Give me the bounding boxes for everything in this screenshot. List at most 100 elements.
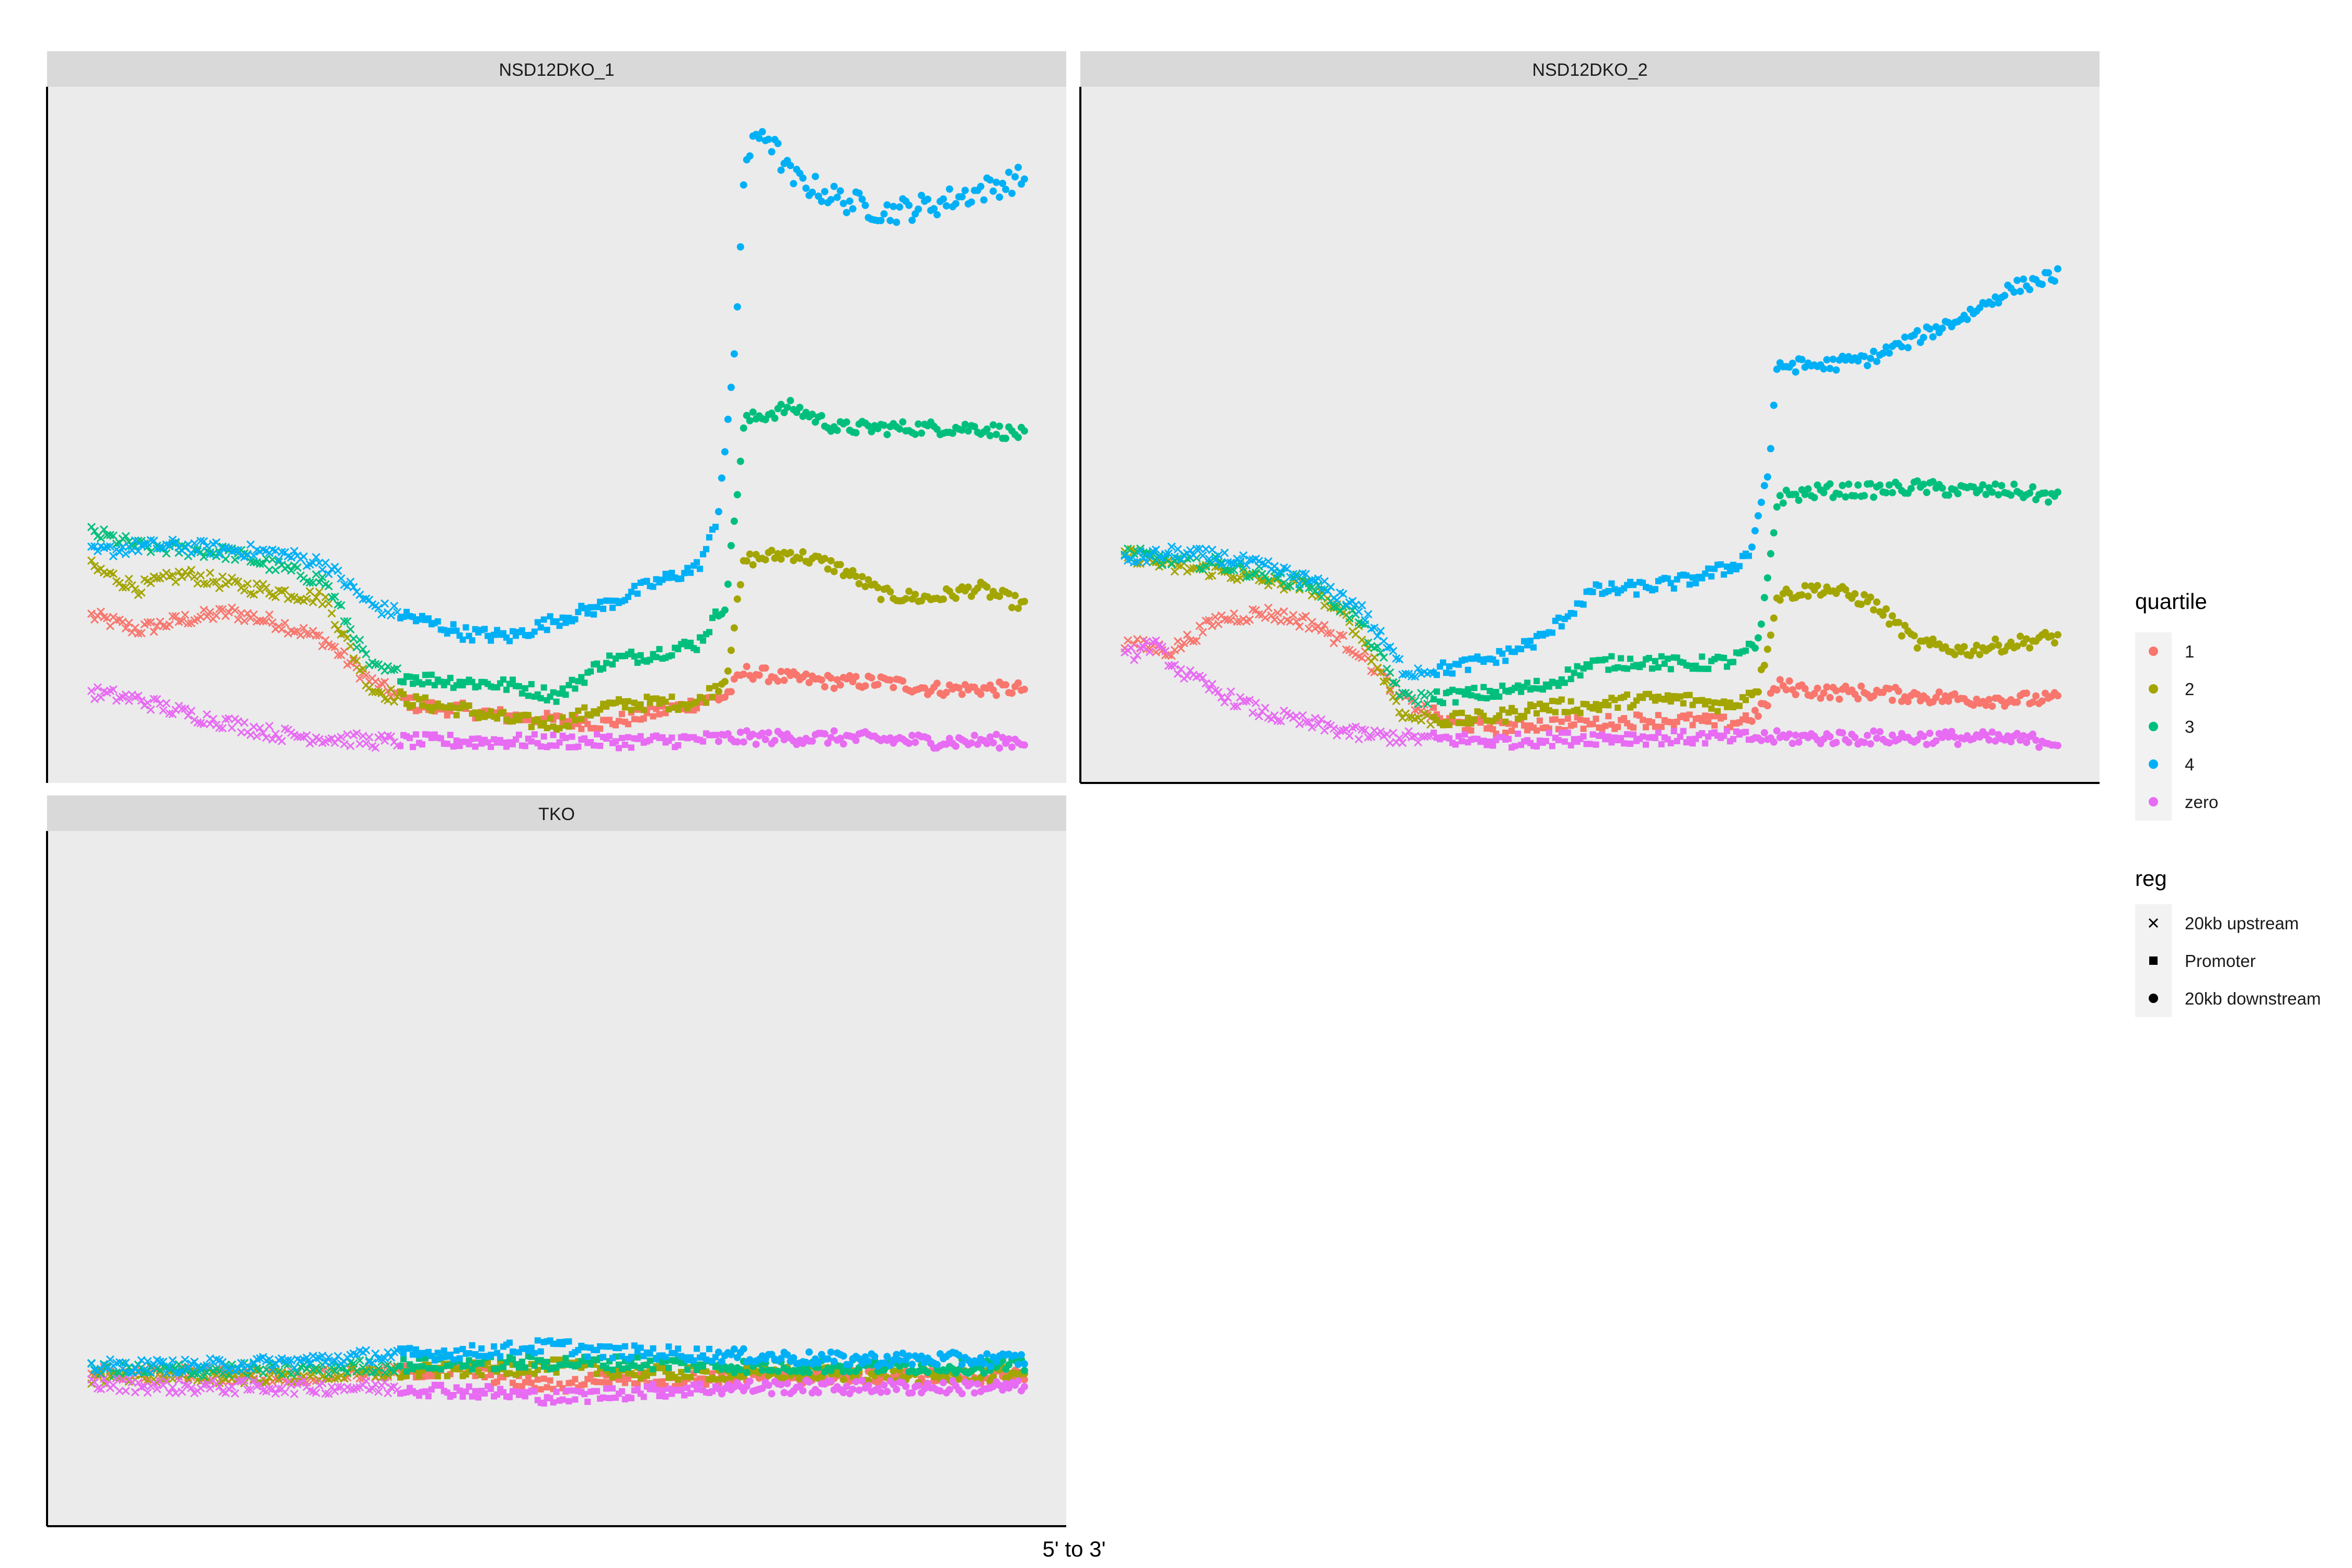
data-point <box>124 1377 133 1386</box>
data-point <box>587 1361 594 1368</box>
data-point <box>1593 741 1599 748</box>
data-point <box>733 738 741 746</box>
data-point <box>481 1390 488 1397</box>
data-point <box>656 711 663 718</box>
data-point <box>846 197 854 205</box>
data-point <box>1748 717 1756 725</box>
legend-quartile-item-3: 3 <box>2135 708 2194 745</box>
data-point <box>1820 689 1828 697</box>
data-point <box>886 216 894 224</box>
data-point <box>581 679 588 686</box>
data-point <box>597 742 604 749</box>
data-point <box>1667 698 1674 705</box>
legend-quartile-label: 2 <box>2185 679 2194 699</box>
data-point <box>703 1356 710 1363</box>
data-point <box>1461 691 1468 698</box>
data-point <box>1839 481 1847 489</box>
data-point <box>193 579 202 588</box>
data-point <box>1170 661 1179 670</box>
data-point <box>743 727 751 735</box>
data-point <box>618 1388 625 1394</box>
data-point <box>1929 635 1937 643</box>
data-point <box>1770 738 1778 746</box>
data-point <box>1345 617 1354 626</box>
data-point <box>249 558 258 567</box>
data-point <box>814 1389 822 1397</box>
data-point <box>1994 641 2002 649</box>
data-point <box>827 734 835 742</box>
data-point <box>1217 693 1226 702</box>
data-point <box>87 686 96 696</box>
data-point <box>1173 670 1182 678</box>
data-point <box>858 195 866 203</box>
data-point <box>712 732 719 739</box>
data-point <box>949 429 956 437</box>
data-point <box>2038 281 2046 289</box>
data-point <box>1763 574 1771 582</box>
data-point <box>684 564 691 571</box>
data-point <box>240 718 249 727</box>
data-point <box>668 694 675 700</box>
data-point <box>547 742 554 749</box>
data-point <box>1863 731 1871 739</box>
data-point <box>134 691 143 700</box>
data-point <box>1991 293 1999 301</box>
data-point <box>1546 730 1552 736</box>
data-point <box>525 693 532 699</box>
data-point <box>1564 666 1571 673</box>
data-point <box>553 698 560 705</box>
data-point <box>924 1368 931 1376</box>
data-point <box>1574 663 1581 670</box>
data-point <box>1493 659 1500 666</box>
data-point <box>262 583 271 592</box>
data-point <box>387 685 396 694</box>
data-point <box>566 682 572 688</box>
data-point <box>1888 612 1896 620</box>
data-point <box>1308 618 1317 627</box>
data-point <box>1873 358 1881 365</box>
data-point <box>827 1348 835 1356</box>
data-point <box>958 426 966 434</box>
data-point <box>678 1369 685 1376</box>
data-point <box>494 1365 501 1372</box>
data-point <box>1471 685 1478 691</box>
data-point <box>1558 623 1565 630</box>
data-point <box>1760 594 1768 602</box>
data-point <box>855 580 863 587</box>
data-point <box>1220 698 1229 707</box>
data-point <box>609 1366 616 1373</box>
data-point <box>1683 572 1690 579</box>
data-point <box>1627 655 1634 662</box>
data-point <box>488 743 494 750</box>
data-point <box>531 1362 538 1369</box>
data-point <box>572 1376 579 1382</box>
data-point <box>996 593 1004 601</box>
data-point <box>1323 629 1332 638</box>
data-point <box>1382 676 1391 685</box>
data-point <box>877 596 885 604</box>
data-point <box>852 429 860 437</box>
data-point <box>896 425 904 433</box>
data-point <box>1173 637 1182 646</box>
data-point <box>237 728 246 737</box>
data-point <box>193 1370 202 1379</box>
data-point <box>2004 732 2012 740</box>
data-point <box>637 1344 644 1351</box>
data-point <box>1226 573 1236 582</box>
data-point <box>1602 722 1609 729</box>
data-point <box>165 620 174 629</box>
data-point <box>87 556 96 565</box>
legend-key-dot <box>2149 797 2158 806</box>
data-point <box>1561 738 1568 745</box>
data-point <box>531 628 538 635</box>
data-point <box>1589 731 1596 738</box>
data-point <box>830 1357 838 1365</box>
data-point <box>877 1388 885 1396</box>
data-point <box>964 427 972 435</box>
data-point <box>466 1350 472 1357</box>
data-point <box>1558 718 1565 725</box>
data-point <box>1376 648 1385 657</box>
data-point <box>450 743 457 750</box>
data-point <box>986 432 994 440</box>
data-point <box>1882 343 1890 351</box>
